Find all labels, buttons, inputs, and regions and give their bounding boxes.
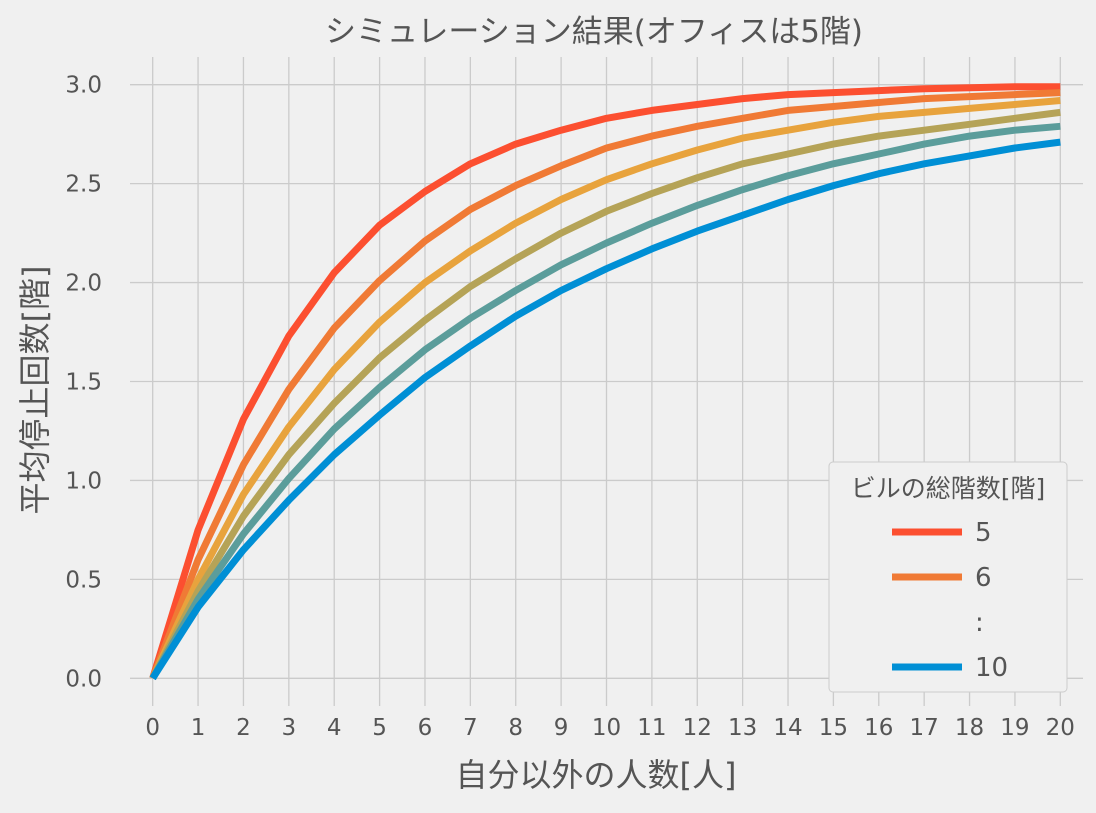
legend-title: ビルの総階数[階] — [851, 474, 1046, 503]
x-tick-label: 6 — [418, 715, 433, 741]
x-tick-label: 11 — [637, 715, 666, 741]
y-tick-label: 0.5 — [65, 567, 102, 593]
series-line-6 — [149, 138, 1061, 681]
x-tick-label: 4 — [327, 715, 342, 741]
x-tick-label: 7 — [463, 715, 478, 741]
x-tick-label: 5 — [372, 715, 387, 741]
x-tick-label: 15 — [819, 715, 848, 741]
x-tick-label: 9 — [554, 715, 569, 741]
series-line-4 — [149, 108, 1061, 680]
x-tick-label: 16 — [864, 715, 893, 741]
y-tick-label: 2.5 — [65, 172, 102, 198]
x-tick-label: 14 — [773, 715, 802, 741]
x-tick-label: 17 — [910, 715, 939, 741]
series-line-2 — [149, 89, 1061, 680]
legend-label: : — [975, 608, 984, 638]
x-tick-label: 19 — [1000, 715, 1029, 741]
series-line-5 — [149, 122, 1061, 681]
y-tick-label: 0.0 — [65, 666, 102, 692]
legend-label: 6 — [975, 563, 992, 593]
y-tick-label: 1.0 — [65, 468, 102, 494]
y-tick-label: 3.0 — [65, 73, 102, 99]
legend-label: 10 — [975, 653, 1008, 683]
legend-entries: 5 6: 10 — [892, 518, 1008, 683]
x-tick-label: 1 — [191, 715, 206, 741]
series-line-3 — [149, 97, 1061, 680]
x-tick-label: 18 — [955, 715, 984, 741]
legend: ビルの総階数[階] 5 6: 10 — [828, 461, 1068, 693]
y-tick-label: 2.0 — [65, 271, 102, 297]
x-axis-label: 自分以外の人数[人] — [456, 756, 737, 794]
series-line-1 — [149, 83, 1061, 680]
x-tick-label: 20 — [1046, 715, 1075, 741]
x-tick-label: 0 — [145, 715, 160, 741]
x-tick-label: 8 — [508, 715, 523, 741]
chart-title: シミュレーション結果(オフィスは5階) — [325, 14, 863, 50]
x-tick-label: 13 — [728, 715, 757, 741]
x-tick-label: 10 — [592, 715, 621, 741]
y-tick-label: 1.5 — [65, 370, 102, 396]
tick-labels: 0 1 2 3 4 5 6 7 8 9 10 11 12 13 14 15 16 17 18 19 200.00.51.… — [65, 73, 1075, 741]
series-lines — [149, 83, 1061, 681]
legend-label: 5 — [975, 518, 992, 548]
x-tick-label: 2 — [236, 715, 251, 741]
x-tick-label: 3 — [282, 715, 297, 741]
x-tick-label: 12 — [683, 715, 712, 741]
y-axis-label: 平均停止回数[階] — [16, 266, 54, 515]
